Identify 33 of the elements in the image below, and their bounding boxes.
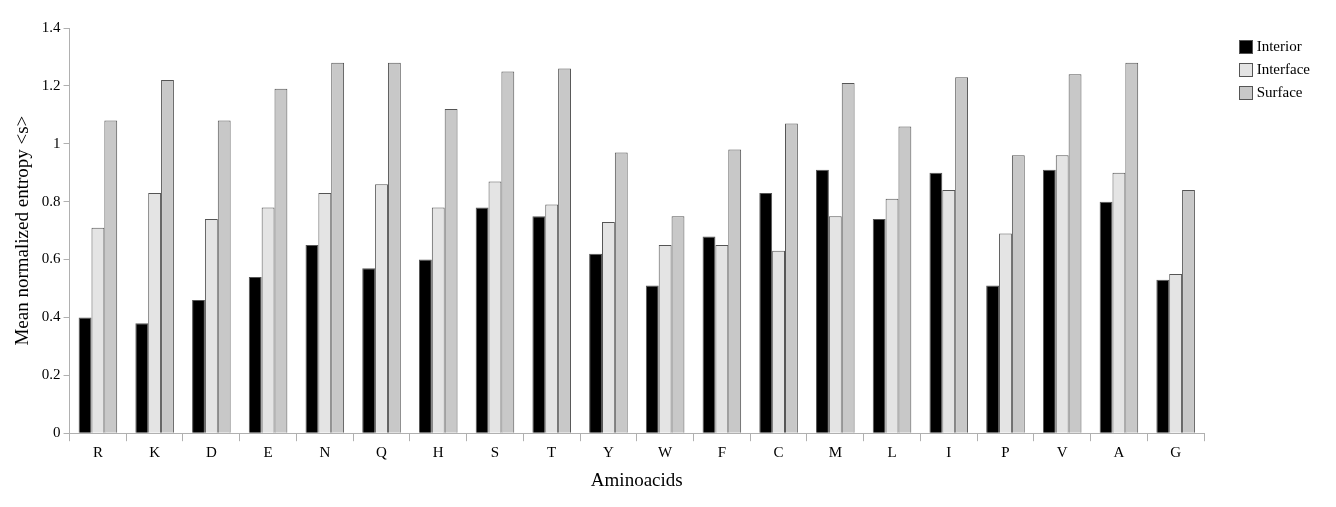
y-tick-label: 1.2 xyxy=(41,76,61,93)
y-tick-label: 0.4 xyxy=(41,308,62,325)
x-tick-label: G xyxy=(1170,444,1182,461)
y-axis-title: Mean normalized entropy <s> xyxy=(11,115,33,346)
x-tick-label: P xyxy=(1001,444,1010,461)
x-tick-label: L xyxy=(887,444,897,461)
x-tick-label: Y xyxy=(602,444,614,461)
x-tick-label: H xyxy=(432,444,444,461)
x-tick-label: Q xyxy=(376,444,388,461)
legend-label: Surface xyxy=(1256,84,1303,101)
x-tick-label: D xyxy=(205,444,217,461)
x-tick-label: S xyxy=(490,444,500,461)
y-tick-label: 0 xyxy=(53,424,61,441)
x-tick-label: M xyxy=(828,444,842,461)
y-tick-label: 1.4 xyxy=(41,18,62,35)
y-tick-label: 0.6 xyxy=(41,250,62,267)
x-tick-label: V xyxy=(1056,444,1068,461)
legend-label: Interior xyxy=(1256,38,1302,55)
x-axis-title: Aminoacids xyxy=(590,468,683,490)
y-tick-label: 0.8 xyxy=(41,192,61,209)
legend-label: Interface xyxy=(1256,61,1310,78)
x-tick-label: F xyxy=(717,444,727,461)
y-tick-label: 0.2 xyxy=(41,366,61,383)
y-tick-label: 1 xyxy=(53,134,61,151)
x-tick-label: E xyxy=(263,444,273,461)
x-tick-label: C xyxy=(773,444,784,461)
x-tick-label: R xyxy=(92,444,103,461)
x-tick-label: K xyxy=(149,444,161,461)
x-tick-label: A xyxy=(1113,444,1125,461)
x-tick-label: I xyxy=(946,444,952,461)
x-tick-label: T xyxy=(547,444,557,461)
x-tick-label: W xyxy=(658,444,674,461)
x-tick-label: N xyxy=(319,444,331,461)
